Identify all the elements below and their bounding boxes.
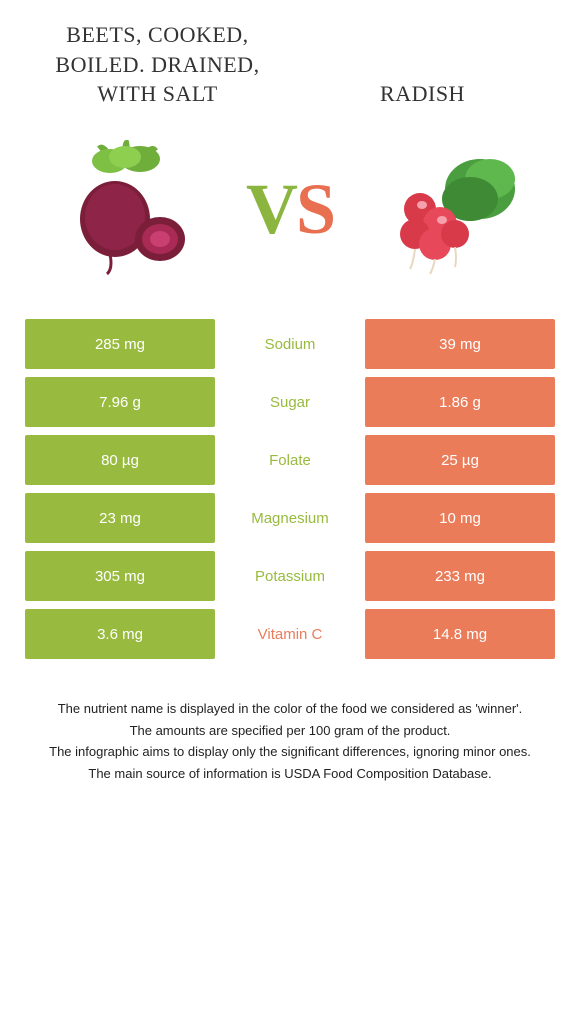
right-value-cell: 39 mg: [365, 319, 555, 369]
table-row: 23 mgMagnesium10 mg: [25, 493, 555, 543]
left-value-cell: 305 mg: [25, 551, 215, 601]
left-value-cell: 7.96 g: [25, 377, 215, 427]
footer-line: The infographic aims to display only the…: [35, 742, 545, 762]
table-row: 285 mgSodium39 mg: [25, 319, 555, 369]
right-food-image: [344, 139, 555, 279]
right-value-cell: 14.8 mg: [365, 609, 555, 659]
header-row: BEETS, COOKED, BOILED. DRAINED, WITH SAL…: [25, 20, 555, 109]
nutrient-label: Folate: [215, 435, 365, 485]
table-row: 80 µgFolate25 µg: [25, 435, 555, 485]
nutrient-label: Potassium: [215, 551, 365, 601]
footer-line: The nutrient name is displayed in the co…: [35, 699, 545, 719]
right-value-cell: 1.86 g: [365, 377, 555, 427]
left-value-cell: 285 mg: [25, 319, 215, 369]
footer-line: The main source of information is USDA F…: [35, 764, 545, 784]
table-row: 305 mgPotassium233 mg: [25, 551, 555, 601]
right-value-cell: 25 µg: [365, 435, 555, 485]
right-food-title: RADISH: [290, 79, 555, 109]
table-row: 7.96 gSugar1.86 g: [25, 377, 555, 427]
nutrient-label: Sugar: [215, 377, 365, 427]
footer-line: The amounts are specified per 100 gram o…: [35, 721, 545, 741]
footer-notes: The nutrient name is displayed in the co…: [25, 699, 555, 783]
infographic-container: BEETS, COOKED, BOILED. DRAINED, WITH SAL…: [0, 0, 580, 805]
left-food-title-col: BEETS, COOKED, BOILED. DRAINED, WITH SAL…: [25, 20, 290, 109]
right-food-title-col: RADISH: [290, 79, 555, 109]
images-row: VS: [25, 139, 555, 279]
left-value-cell: 23 mg: [25, 493, 215, 543]
beet-icon: [55, 139, 205, 279]
nutrient-label: Magnesium: [215, 493, 365, 543]
left-food-title: BEETS, COOKED, BOILED. DRAINED, WITH SAL…: [25, 20, 290, 109]
radish-icon: [375, 139, 525, 279]
left-food-image: [25, 139, 236, 279]
right-value-cell: 233 mg: [365, 551, 555, 601]
left-value-cell: 80 µg: [25, 435, 215, 485]
table-row: 3.6 mgVitamin C14.8 mg: [25, 609, 555, 659]
right-value-cell: 10 mg: [365, 493, 555, 543]
nutrient-label: Sodium: [215, 319, 365, 369]
nutrient-table: 285 mgSodium39 mg 7.96 gSugar1.86 g 80 µgF…: [25, 319, 555, 659]
vs-label: VS: [236, 168, 344, 251]
left-value-cell: 3.6 mg: [25, 609, 215, 659]
vs-s: S: [296, 169, 334, 249]
nutrient-label: Vitamin C: [215, 609, 365, 659]
vs-v: V: [246, 169, 296, 249]
